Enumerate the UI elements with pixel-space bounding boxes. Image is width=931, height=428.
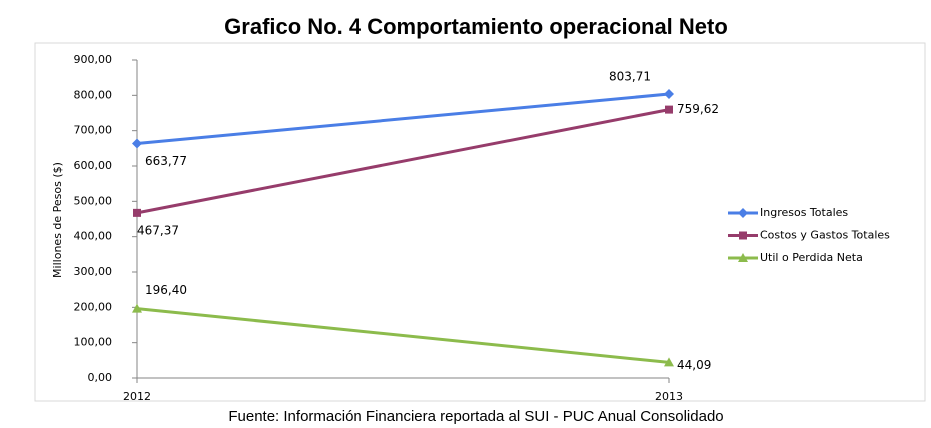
chart-title: Grafico No. 4 Comportamiento operacional…	[224, 14, 728, 39]
marker	[132, 303, 142, 313]
caption: Fuente: Información Financiera reportada…	[228, 408, 723, 425]
y-tick-label: 800,00	[74, 88, 113, 101]
marker	[132, 138, 142, 149]
data-label: 467,37	[137, 223, 179, 237]
data-label: 44,09	[677, 358, 711, 372]
y-tick-label: 200,00	[74, 300, 113, 313]
marker	[664, 89, 674, 100]
legend-label: Util o Perdida Neta	[760, 251, 863, 264]
legend-label: Costos y Gastos Totales	[760, 229, 890, 242]
y-tick-label: 0,00	[88, 371, 113, 384]
marker	[664, 357, 674, 367]
marker	[739, 231, 747, 240]
chart-border	[34, 42, 926, 402]
series-line	[136, 307, 670, 364]
y-tick-label: 100,00	[74, 336, 113, 349]
y-tick-label: 700,00	[74, 124, 113, 137]
marker	[738, 208, 748, 218]
x-tick-label: 2012	[123, 390, 151, 403]
data-label: 759,62	[677, 102, 719, 116]
series-line	[136, 108, 670, 215]
data-label: 803,71	[609, 70, 651, 84]
marker	[133, 208, 141, 217]
legend-label: Ingresos Totales	[760, 206, 848, 219]
marker	[738, 253, 748, 262]
marker	[665, 105, 673, 114]
y-tick-label: 400,00	[74, 230, 113, 243]
data-label: 663,77	[145, 154, 187, 168]
y-tick-label: 300,00	[74, 265, 113, 278]
y-tick-label: 500,00	[74, 194, 113, 207]
y-tick-label: 600,00	[74, 159, 113, 172]
y-tick-label: 900,00	[74, 53, 113, 66]
x-tick-label: 2013	[655, 390, 683, 403]
data-label: 196,40	[145, 283, 187, 297]
y-axis-label: Millones de Pesos ($)	[51, 162, 64, 278]
series-line	[136, 92, 670, 145]
